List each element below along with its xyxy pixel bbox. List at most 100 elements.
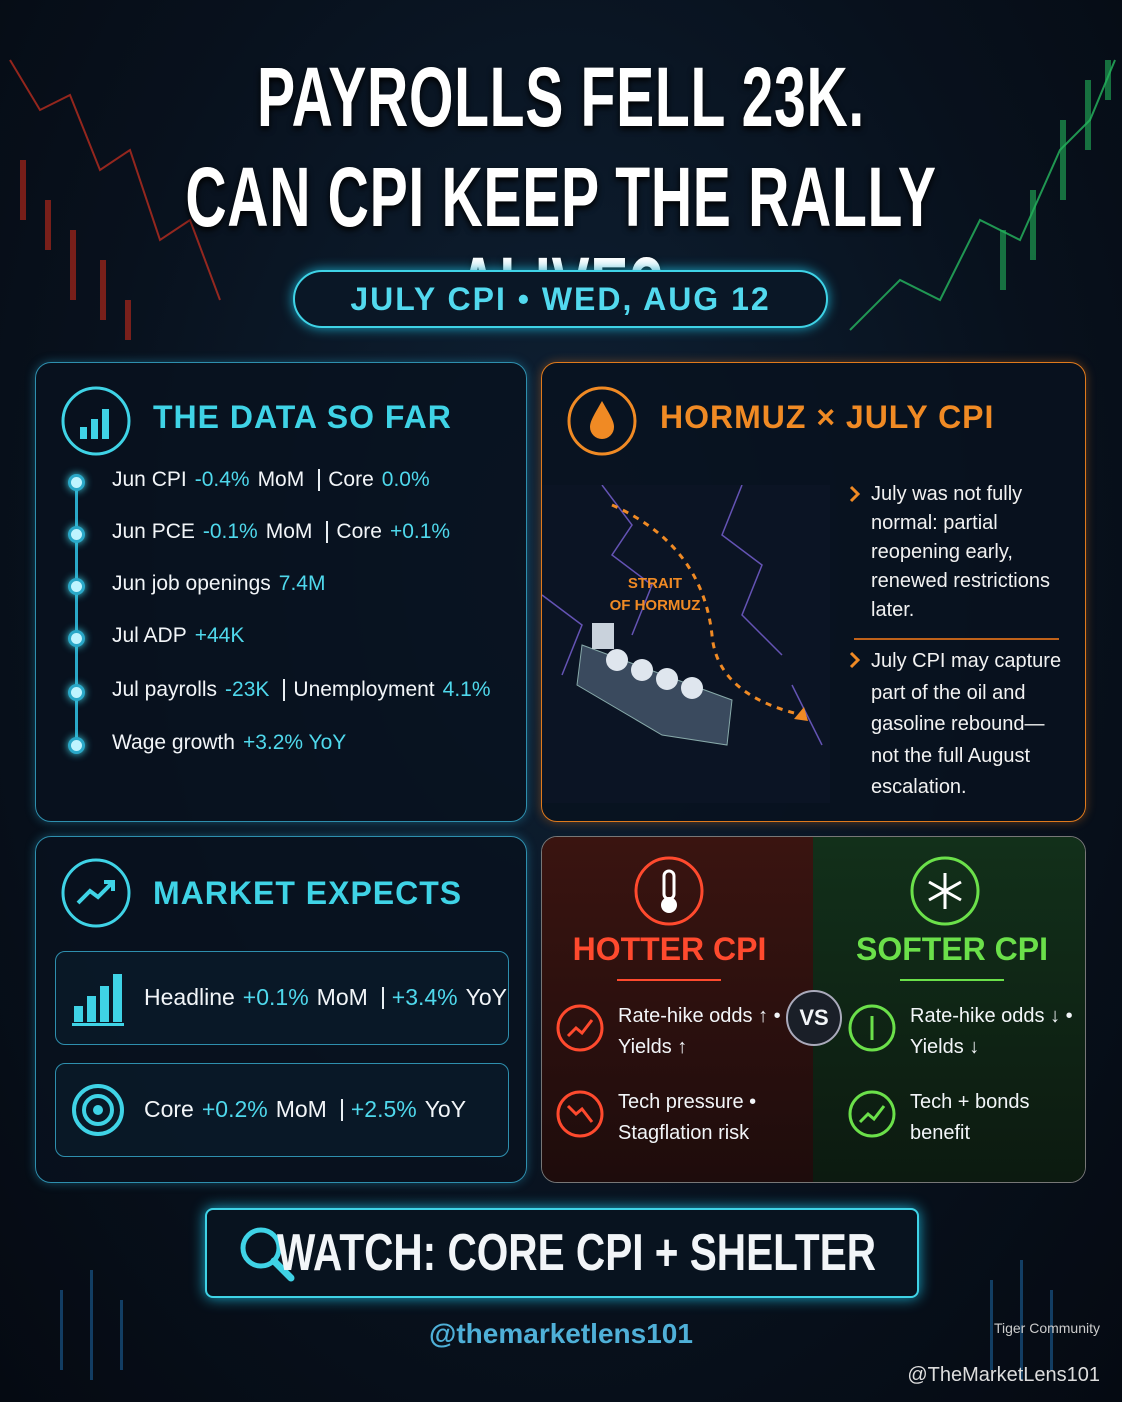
hotter-title: HOTTER CPI bbox=[572, 931, 767, 967]
value: -0.4% bbox=[194, 468, 250, 491]
bullet-line: later. bbox=[871, 599, 915, 621]
scenario-icon bbox=[848, 1004, 896, 1052]
handle: @themarketlens101 bbox=[429, 1318, 693, 1349]
text: Jun job openings bbox=[112, 572, 271, 595]
market-panel: MARKET EXPECTS Headline +0.1% MoM +3.4% YoY C… bbox=[35, 836, 527, 1183]
divider bbox=[340, 1098, 343, 1121]
value: 4.1% bbox=[442, 678, 491, 701]
hormuz-panel: HORMUZ × JULY CPI STRAIT OF HORMUZ July w… bbox=[541, 362, 1086, 822]
bullet-line: normal: partial bbox=[871, 512, 998, 534]
softer-title: SOFTER CPI bbox=[855, 931, 1048, 967]
scenario-line: Rate-hike odds ↑ • bbox=[618, 1005, 781, 1027]
watch-box: WATCH: CORE CPI + SHELTER bbox=[205, 1208, 919, 1298]
scenario-item: Tech pressure • Stagflation risk bbox=[618, 1087, 756, 1149]
map-label-line: STRAIT bbox=[627, 575, 683, 592]
text: Core bbox=[336, 520, 382, 543]
text: YoY bbox=[465, 984, 508, 1010]
scenario-line: Tech pressure • bbox=[618, 1091, 757, 1113]
divider bbox=[326, 521, 329, 543]
chevron bbox=[849, 651, 861, 669]
panel-title: MARKET EXPECTS bbox=[153, 875, 463, 911]
bars-icon bbox=[72, 974, 124, 1026]
text: Jul ADP bbox=[112, 624, 187, 647]
watch-text: WATCH: CORE CPI + SHELTER bbox=[277, 1224, 877, 1282]
expect-box: Headline +0.1% MoM +3.4% YoY bbox=[55, 951, 509, 1045]
bullet: July was not fully normal: partial reopeni… bbox=[871, 480, 1076, 625]
value: -23K bbox=[225, 678, 270, 701]
scenario-line: Rate-hike odds ↓ • bbox=[910, 1005, 1073, 1027]
vs-badge: VS bbox=[786, 990, 842, 1046]
text: Headline bbox=[144, 984, 235, 1010]
bullet-line: July was not fully bbox=[871, 483, 1023, 505]
scenario-item: Rate-hike odds ↓ • Yields ↓ bbox=[910, 1001, 1073, 1063]
map-label-line: OF HORMUZ bbox=[609, 597, 701, 614]
scenario-line: Yields ↓ bbox=[910, 1036, 980, 1058]
hotter-bg bbox=[542, 837, 814, 1182]
scenario-icon bbox=[556, 1004, 604, 1052]
value: +0.1% bbox=[389, 520, 451, 543]
scenario-icon bbox=[556, 1090, 604, 1138]
timeline bbox=[75, 481, 78, 746]
value: +2.5% bbox=[350, 1096, 417, 1122]
text: Wage growth bbox=[112, 731, 235, 754]
bullet-line: reopening early, bbox=[871, 541, 1013, 563]
text: Jun CPI bbox=[112, 468, 187, 491]
data-row: Wage growth +3.2% YoY bbox=[112, 731, 354, 755]
timeline-dot bbox=[68, 526, 85, 543]
thermo-icon bbox=[634, 856, 704, 926]
bullet-line: July CPI may capture bbox=[871, 650, 1062, 672]
subtitle: JULY CPI • WED, AUG 12 bbox=[293, 270, 828, 328]
data-row: Jul payrolls -23K Unemployment 4.1% bbox=[112, 678, 499, 702]
timeline-dot bbox=[68, 474, 85, 491]
text: Jul payrolls bbox=[112, 678, 218, 701]
panel-title: HORMUZ × JULY CPI bbox=[660, 399, 995, 435]
strait-map bbox=[542, 485, 830, 803]
value: 7.4M bbox=[278, 572, 326, 595]
snow-icon bbox=[910, 856, 980, 926]
text: MoM bbox=[316, 984, 368, 1010]
text: MoM bbox=[257, 468, 305, 491]
target-icon bbox=[72, 1084, 124, 1136]
scenario-panel: HOTTER CPI SOFTER CPI VS Rate-hike odds … bbox=[541, 836, 1086, 1183]
value: +44K bbox=[194, 624, 245, 647]
search-icon bbox=[240, 1227, 295, 1282]
underline bbox=[900, 979, 1004, 981]
scenario-line: Stagflation risk bbox=[618, 1122, 750, 1144]
trend-icon bbox=[61, 858, 131, 928]
bullet-line: escalation. bbox=[871, 776, 967, 798]
oil-icon bbox=[567, 386, 637, 456]
value: +3.4% bbox=[391, 984, 458, 1010]
timeline-dot bbox=[68, 578, 85, 595]
bullet-line: renewed restrictions bbox=[871, 570, 1050, 592]
data-panel: THE DATA SO FAR Jun CPI -0.4% MoM Core 0.0% J… bbox=[35, 362, 527, 822]
bullet: July CPI may capture part of the oil and g… bbox=[871, 646, 1076, 804]
timeline-dot bbox=[68, 737, 85, 754]
value: +3.2% YoY bbox=[242, 731, 347, 754]
value: +0.2% bbox=[201, 1096, 268, 1122]
expect-row: Core +0.2% MoM +2.5% YoY bbox=[144, 1096, 474, 1123]
scenario-line: benefit bbox=[910, 1122, 971, 1144]
chart-icon bbox=[61, 386, 131, 456]
text: Core bbox=[144, 1096, 194, 1122]
divider bbox=[854, 638, 1059, 640]
chevron bbox=[849, 485, 861, 503]
text: MoM bbox=[265, 520, 313, 543]
text: Core bbox=[328, 468, 374, 491]
timeline-dot bbox=[68, 684, 85, 701]
text: Jun PCE bbox=[112, 520, 195, 543]
value: -0.1% bbox=[202, 520, 258, 543]
bullet-line: not the full August bbox=[871, 744, 1031, 767]
panel-title: THE DATA SO FAR bbox=[153, 399, 452, 435]
bullet-line: part of the oil and bbox=[871, 681, 1026, 704]
bullet-line: gasoline rebound— bbox=[871, 713, 1045, 735]
expect-row: Headline +0.1% MoM +3.4% YoY bbox=[144, 984, 515, 1011]
data-row: Jun job openings 7.4M bbox=[112, 572, 333, 596]
text: Unemployment bbox=[293, 678, 435, 701]
value: +0.1% bbox=[242, 984, 309, 1010]
text: MoM bbox=[275, 1096, 327, 1122]
watermark-brand: Tiger Community bbox=[993, 1320, 1100, 1336]
expect-box: Core +0.2% MoM +2.5% YoY bbox=[55, 1063, 509, 1157]
value: 0.0% bbox=[381, 468, 430, 491]
